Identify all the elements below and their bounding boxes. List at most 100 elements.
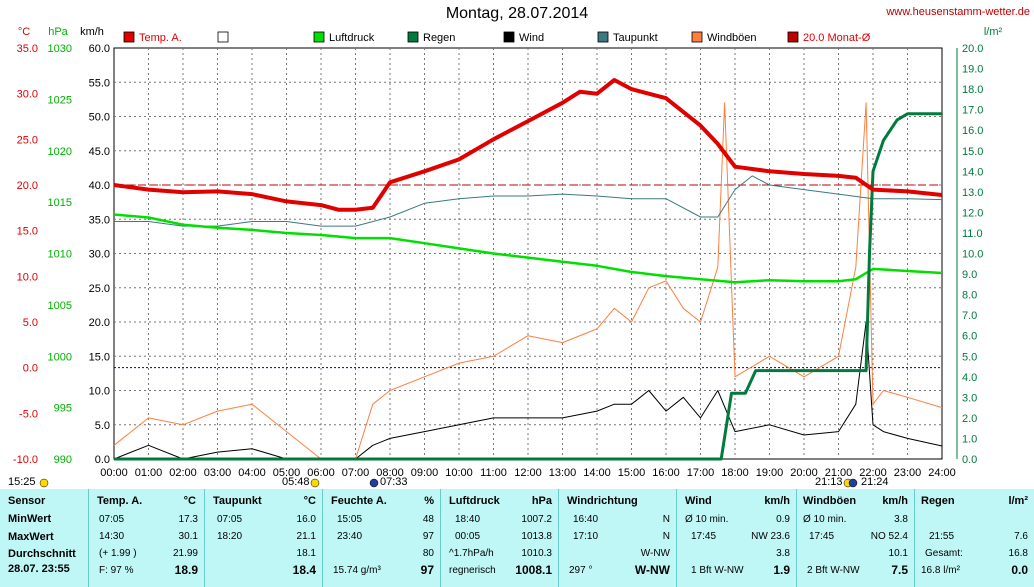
winddir-max-time: 17:10 xyxy=(573,531,599,542)
rain-tick-label: 5.0 xyxy=(962,351,977,363)
pressure-max-time: 00:05 xyxy=(455,531,481,542)
rain-total-label: Gesamt: xyxy=(925,548,963,559)
x-tick-label: 24:00 xyxy=(928,467,956,479)
x-tick-label: 11:00 xyxy=(480,467,507,479)
wind-tick-label: 55.0 xyxy=(89,77,110,89)
wind-tick-label: 40.0 xyxy=(89,180,110,192)
wind-tick-label: 60.0 xyxy=(89,43,110,55)
x-tick-label: 22:00 xyxy=(859,467,887,479)
temp-tick-label: 20.0 xyxy=(17,180,38,192)
gust-avg10: 3.8 xyxy=(894,514,908,525)
humidity-header: Feuchte A. xyxy=(331,495,387,507)
rain-axis-unit: l/m² xyxy=(984,26,1003,38)
pressure-header: Luftdruck xyxy=(449,495,500,507)
temp-tick-label: 15.0 xyxy=(17,226,38,238)
pressure-tick-label: 1000 xyxy=(48,351,72,363)
wind-tick-label: 30.0 xyxy=(89,249,110,261)
row-label-min: MinWert xyxy=(8,513,52,525)
wind-tick-label: 10.0 xyxy=(89,386,110,398)
rain-now: 0.0 xyxy=(1011,563,1028,577)
moonset-marker xyxy=(848,478,858,488)
pressure-max: 1013.8 xyxy=(521,531,552,542)
chart-title: Montag, 28.07.2014 xyxy=(445,5,589,22)
weather-chart: °C hPa km/h l/m² 35.0 30.0 25.0 20.0 15.0 10.0 5.0… xyxy=(13,26,1003,488)
rain-tick-label: 15.0 xyxy=(962,146,983,158)
temp-tick-label: 30.0 xyxy=(17,89,38,101)
rain-tick-label: 10.0 xyxy=(962,249,983,261)
winddir-degrees: 297 ° xyxy=(569,565,593,576)
x-tick-label: 17:00 xyxy=(687,467,715,479)
x-tick-label: 04:00 xyxy=(238,467,266,479)
x-tick-label: 12:00 xyxy=(514,467,542,479)
rain-tick-label: 0.0 xyxy=(962,454,977,466)
pressure-unit: hPa xyxy=(531,495,552,507)
humidity-avg: 80 xyxy=(422,548,434,559)
wind-tick-label: 50.0 xyxy=(89,112,110,124)
x-tick-label: 06:00 xyxy=(307,467,335,479)
humidity-col: Feuchte A. % 15:05 48 23:40 97 80 15.74 … xyxy=(322,489,440,587)
rain-tick-label: 13.0 xyxy=(962,187,983,199)
pressure-avg: 1010.3 xyxy=(521,548,552,559)
rain-tick-label: 4.0 xyxy=(962,372,977,384)
gust-now: 7.5 xyxy=(891,563,908,577)
legend-label: Wind xyxy=(519,32,544,44)
dewpoint-min: 16.0 xyxy=(296,514,316,525)
dewpoint-max: 21.1 xyxy=(296,531,316,542)
temp-header: Temp. A. xyxy=(97,495,143,507)
rain-header: Regen xyxy=(921,495,955,507)
astro-time-3: 07:33 xyxy=(380,476,408,488)
x-tick-label: 20:00 xyxy=(790,467,818,479)
temp-axis-unit: °C xyxy=(18,26,30,38)
winddir-min-time: 16:40 xyxy=(573,514,599,525)
temp-tick-label: -5.0 xyxy=(19,408,38,420)
temp-min-time: 07:05 xyxy=(99,514,125,525)
series-taupunkt xyxy=(114,175,943,227)
x-tick-label: 07:00 xyxy=(342,467,370,479)
x-tick-label: 01:00 xyxy=(135,467,163,479)
gust-bft: 2 Bft W-NW xyxy=(807,565,860,576)
wind-unit: km/h xyxy=(764,495,790,507)
dewpoint-header: Taupunkt xyxy=(213,495,262,507)
temp-tick-label: 5.0 xyxy=(23,317,38,329)
rain-col: Regen l/m² 21:55 7.6 Gesamt: 16.8 16.8 l… xyxy=(914,489,1034,587)
series-regen xyxy=(114,112,942,461)
pressure-axis-unit: hPa xyxy=(48,26,68,38)
x-tick-label: 23:00 xyxy=(894,467,922,479)
stats-panel: Sensor MinWert MaxWert Durchschnitt 28.0… xyxy=(0,489,1034,587)
wind-col: Wind km/h Ø 10 min. 0.9 17:45 NW 23.6 3.… xyxy=(676,489,796,587)
astro-time-4: 21:13 xyxy=(815,476,843,488)
wind-tick-label: 15.0 xyxy=(89,351,110,363)
x-tick-label: 03:00 xyxy=(204,467,232,479)
x-tick-label: 18:00 xyxy=(721,467,749,479)
rain-tick-label: 16.0 xyxy=(962,125,983,137)
winddir-min: N xyxy=(662,514,670,525)
gust-header: Windböen xyxy=(803,495,857,507)
legend-label: Regen xyxy=(423,32,455,44)
rain-tick-label: 17.0 xyxy=(962,105,983,117)
winddir-max: N xyxy=(662,531,670,542)
wind-tick-label: 20.0 xyxy=(89,317,110,329)
pressure-min-time: 18:40 xyxy=(455,514,481,525)
temp-tick-label: 0.0 xyxy=(23,363,38,375)
x-tick-label: 14:00 xyxy=(583,467,611,479)
humidity-max-time: 23:40 xyxy=(337,531,363,542)
row-label-max: MaxWert xyxy=(8,531,54,543)
x-tick-label: 02:00 xyxy=(169,467,197,479)
temp-min: 17.3 xyxy=(178,514,198,525)
temp-unit: °C xyxy=(183,495,196,507)
temp-tick-label: 35.0 xyxy=(17,43,38,55)
rain-tick-label: 9.0 xyxy=(962,269,977,281)
humidity-now: 97 xyxy=(420,563,434,577)
pressure-tick-label: 995 xyxy=(54,403,72,415)
pressure-tick-label: 1015 xyxy=(48,197,72,209)
x-tick-label: 05:00 xyxy=(273,467,301,479)
astro-time-1: 15:25 xyxy=(8,476,36,488)
site-link[interactable]: www.heusenstamm-wetter.de xyxy=(886,6,1030,18)
rain-tick-label: 20.0 xyxy=(962,43,983,55)
dewpoint-unit: °C xyxy=(303,495,316,507)
gust-col: Windböen km/h Ø 10 min. 3.8 17:45 NO 52.… xyxy=(796,489,914,587)
sensor-col: Sensor MinWert MaxWert Durchschnitt 28.0… xyxy=(0,489,88,587)
rain-tick-label: 7.0 xyxy=(962,310,977,322)
series-temp-a- xyxy=(113,78,943,212)
gust-max: NO 52.4 xyxy=(870,531,908,542)
